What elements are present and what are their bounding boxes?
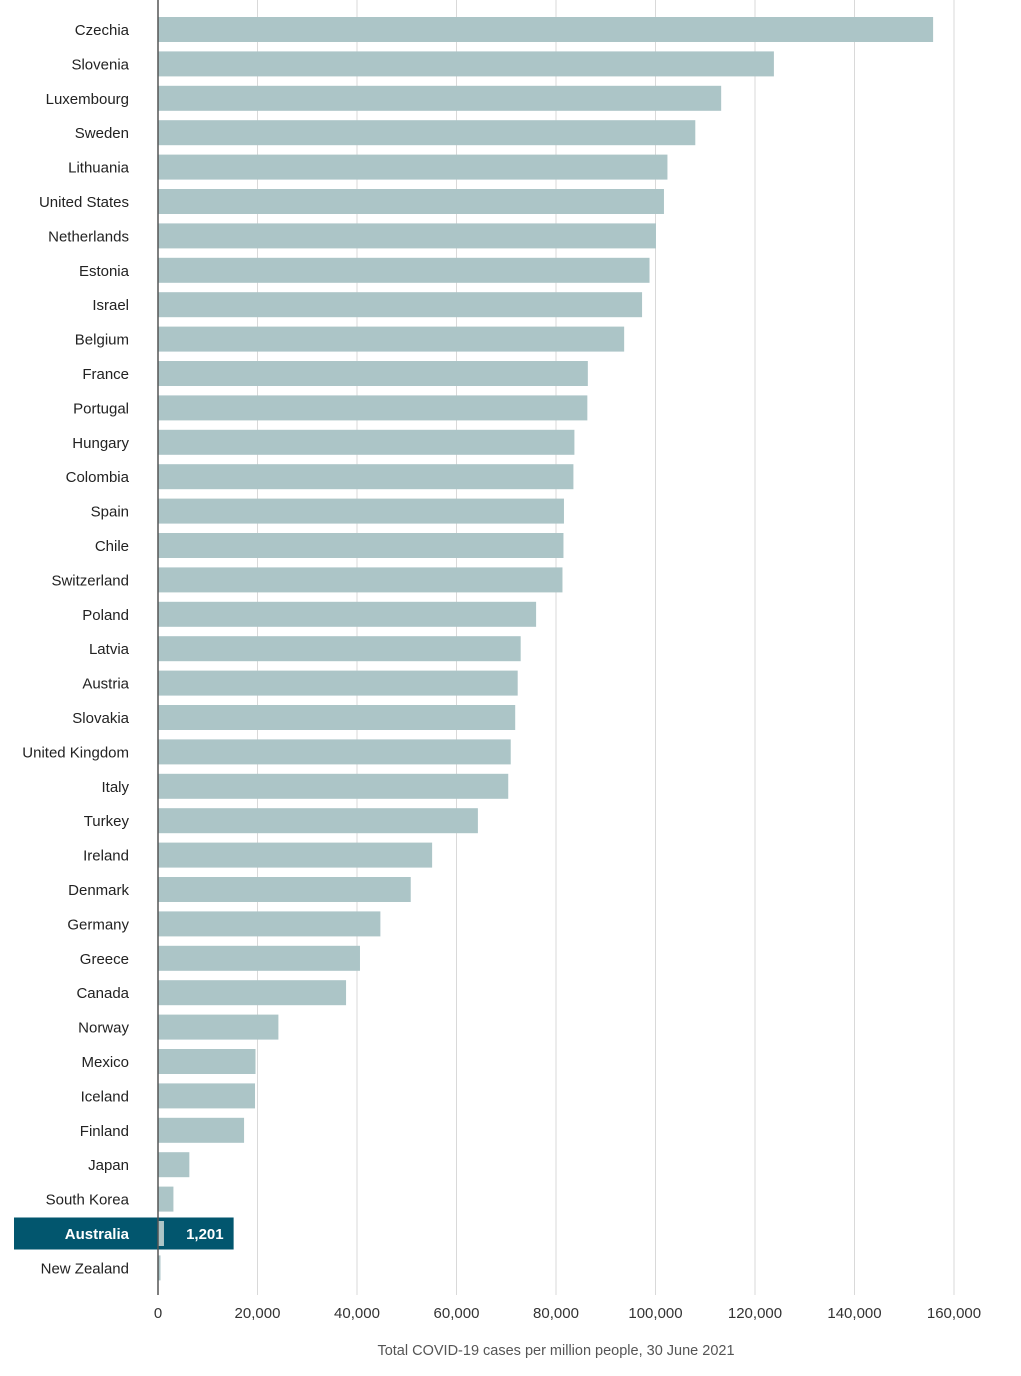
category-label: Ireland <box>83 848 129 865</box>
x-tick-label: 140,000 <box>827 1305 881 1322</box>
x-axis-ticks: 0 20,000 40,000 60,000 80,000 100,000 120,000 1… <box>154 1305 981 1322</box>
x-tick-label: 20,000 <box>235 1305 281 1322</box>
bar <box>158 51 774 77</box>
category-label: France <box>82 366 129 383</box>
category-label: Belgium <box>75 332 129 349</box>
bar <box>158 361 588 386</box>
bar <box>158 498 564 524</box>
bar <box>158 1186 174 1212</box>
x-tick-label: 80,000 <box>533 1305 579 1322</box>
category-label: Poland <box>82 607 129 624</box>
bar <box>158 1014 279 1040</box>
category-label: Turkey <box>84 813 130 830</box>
category-label: Canada <box>76 985 129 1002</box>
category-labels: Czechia Slovenia Luxembourg Sweden Lithuania… <box>22 22 223 1277</box>
x-tick-label: 120,000 <box>728 1305 782 1322</box>
bar <box>158 601 537 627</box>
bar <box>158 120 696 146</box>
category-label: Finland <box>80 1123 129 1140</box>
bar <box>158 980 347 1006</box>
bar <box>158 1221 164 1246</box>
category-label: Netherlands <box>48 228 129 245</box>
category-label: Japan <box>88 1157 129 1174</box>
bar <box>158 17 934 42</box>
highlight-band-rect <box>14 1217 234 1250</box>
bar <box>158 257 650 283</box>
highlight-band <box>14 1217 234 1250</box>
category-label: Mexico <box>81 1054 129 1071</box>
category-label: Lithuania <box>68 160 130 177</box>
category-label: Luxembourg <box>46 91 129 108</box>
bar <box>158 739 511 765</box>
bar <box>158 1049 256 1074</box>
category-label: Spain <box>91 504 129 521</box>
x-tick-label: 60,000 <box>434 1305 480 1322</box>
category-label: Latvia <box>89 641 130 658</box>
x-tick-label: 0 <box>154 1305 162 1322</box>
bar <box>158 945 360 971</box>
bar <box>158 808 478 834</box>
category-label: Chile <box>95 538 129 555</box>
bar <box>158 189 664 214</box>
x-tick-label: 40,000 <box>334 1305 380 1322</box>
category-label: Austria <box>82 676 129 693</box>
category-label: Portugal <box>73 400 129 417</box>
bar <box>158 85 722 111</box>
bar <box>158 533 564 558</box>
category-label: Colombia <box>66 469 130 486</box>
bar <box>158 877 411 902</box>
category-label: South Korea <box>46 1192 130 1209</box>
category-label: Czechia <box>75 22 130 39</box>
category-label: Germany <box>67 916 129 933</box>
category-label: Denmark <box>68 882 129 899</box>
bar <box>158 464 574 490</box>
bar <box>158 670 518 696</box>
category-label: Slovenia <box>71 56 129 73</box>
x-axis-title: Total COVID-19 cases per million people,… <box>377 1343 734 1359</box>
category-label: Switzerland <box>51 572 129 589</box>
bar <box>158 429 575 455</box>
bar <box>158 1117 245 1143</box>
category-label: Slovakia <box>72 710 129 727</box>
category-label: United States <box>39 194 129 211</box>
category-label: Greece <box>80 951 129 968</box>
bar <box>158 911 381 937</box>
bar <box>158 154 668 180</box>
bar <box>158 326 625 352</box>
bar <box>158 1152 190 1178</box>
bar <box>158 395 588 421</box>
category-label: Iceland <box>81 1088 129 1105</box>
category-label: Norway <box>78 1020 129 1037</box>
category-label: New Zealand <box>41 1260 129 1277</box>
x-tick-label: 160,000 <box>927 1305 981 1322</box>
category-label: Estonia <box>79 263 130 280</box>
bar <box>158 1083 256 1109</box>
category-label: Israel <box>92 297 129 314</box>
bar <box>158 1255 161 1281</box>
bar <box>158 773 509 799</box>
bar <box>158 567 563 593</box>
data-label: 1,201 <box>186 1226 224 1243</box>
category-label: Australia <box>65 1226 130 1243</box>
bars <box>158 17 934 1281</box>
bar <box>158 636 521 662</box>
category-label: United Kingdom <box>22 744 129 761</box>
category-label: Hungary <box>72 435 129 452</box>
x-tick-label: 100,000 <box>628 1305 682 1322</box>
bar <box>158 223 656 249</box>
bar <box>158 292 643 318</box>
category-label: Sweden <box>75 125 129 142</box>
bar <box>158 705 516 730</box>
category-label: Italy <box>101 779 129 796</box>
bar <box>158 842 433 868</box>
